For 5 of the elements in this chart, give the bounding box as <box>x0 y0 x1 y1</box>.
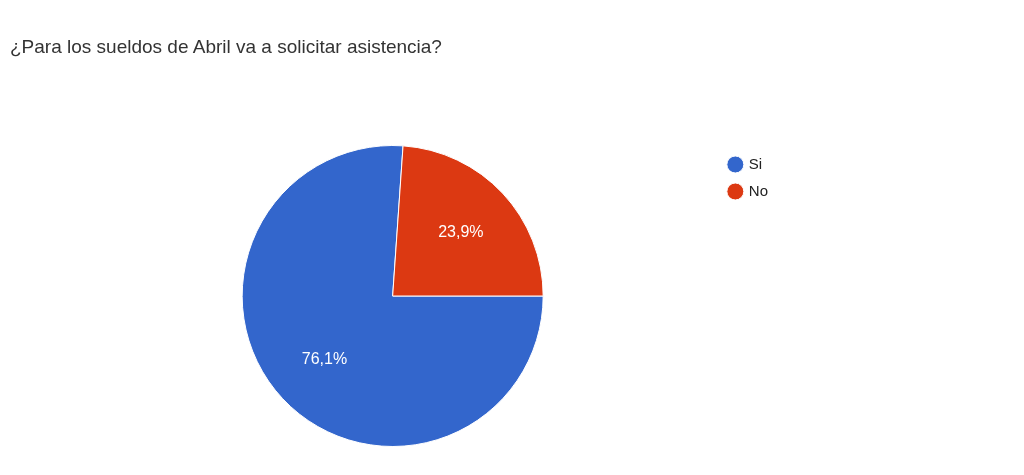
legend-label: No <box>748 181 769 199</box>
chart-title: ¿Para los sueldos de Abril va a solicitar asistencia? <box>9 35 443 59</box>
data-label: 23,9% <box>438 222 484 240</box>
legend-label: Si <box>748 154 763 172</box>
data-label: 76,1% <box>301 350 348 368</box>
